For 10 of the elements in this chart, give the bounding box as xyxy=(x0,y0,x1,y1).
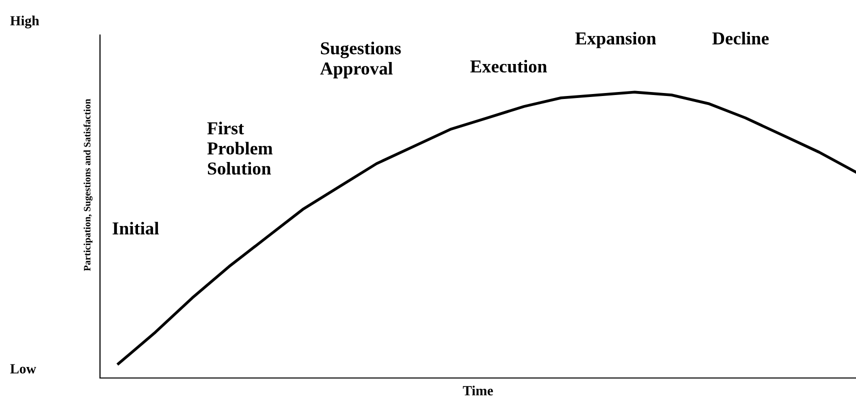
text: Decline xyxy=(712,32,769,45)
annotation: Initial xyxy=(112,222,159,235)
text: High xyxy=(10,16,40,28)
text: Expansion xyxy=(575,32,656,48)
text: Sugestions Approval xyxy=(320,42,401,78)
y-axis-title: Participation, Sugestions and Satisfaction xyxy=(84,98,92,271)
text: Low xyxy=(10,364,36,374)
text: Execution xyxy=(470,60,547,73)
annotation: First Problem Solution xyxy=(207,122,273,175)
x-axis-title: Time xyxy=(462,386,493,396)
